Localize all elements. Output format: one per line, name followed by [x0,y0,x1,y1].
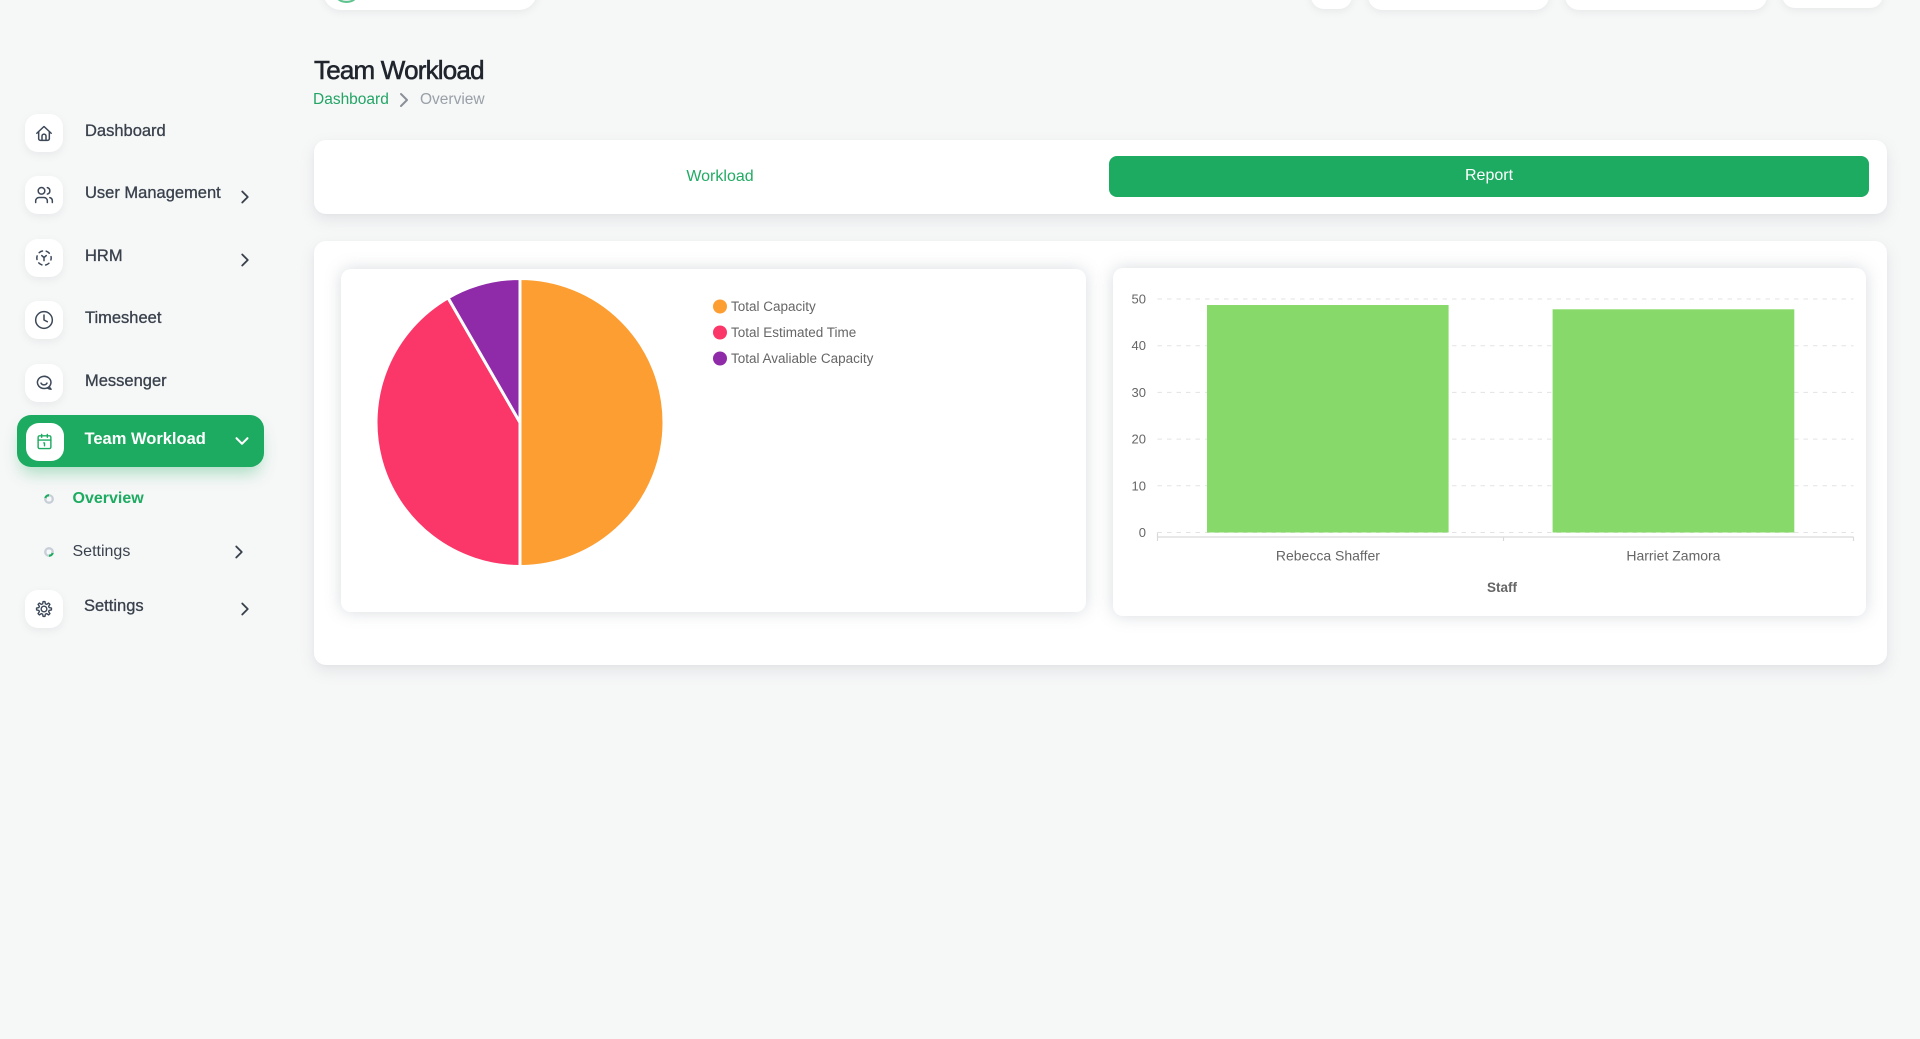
svg-text:0: 0 [1139,525,1146,540]
svg-text:Total Avaliable Capacity: Total Avaliable Capacity [731,351,874,366]
svg-text:40: 40 [1132,338,1146,353]
svg-text:Harriet Zamora: Harriet Zamora [1626,547,1720,563]
svg-text:Rebecca Shaffer: Rebecca Shaffer [1276,547,1380,563]
svg-text:Staff: Staff [1487,580,1518,595]
svg-text:50: 50 [1132,291,1146,306]
svg-text:30: 30 [1132,384,1146,399]
svg-text:20: 20 [1132,431,1146,446]
svg-text:10: 10 [1132,478,1146,493]
svg-text:Total Estimated Time: Total Estimated Time [731,325,856,340]
svg-text:Total Capacity: Total Capacity [731,299,816,314]
